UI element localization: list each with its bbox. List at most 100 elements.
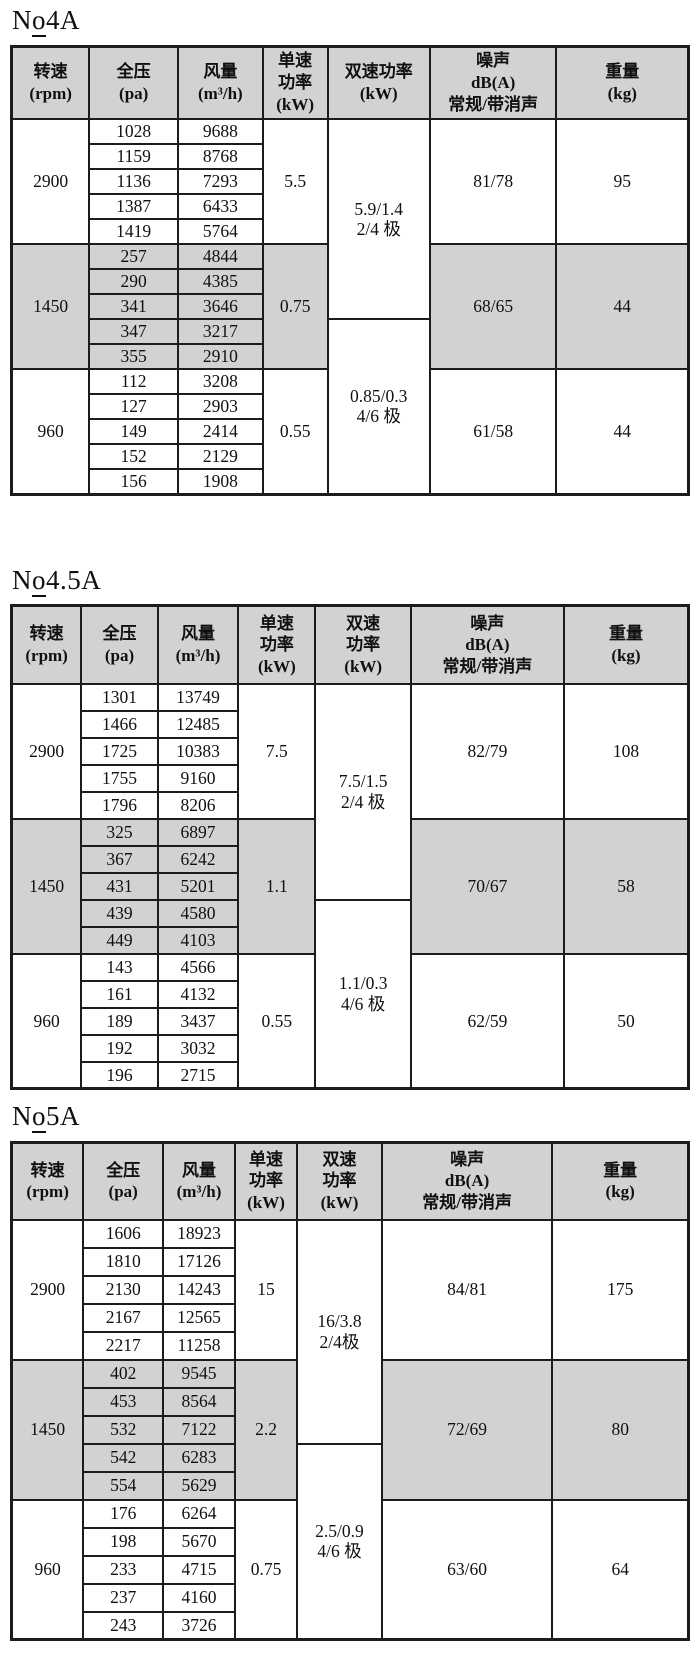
title-prefix: N bbox=[12, 5, 32, 35]
pressure-cell: 431 bbox=[80, 871, 159, 901]
pressure-cell: 439 bbox=[80, 898, 159, 928]
table-row: 1466 12485 bbox=[12, 709, 689, 739]
noise-cell: 62/59 bbox=[409, 952, 565, 1090]
table-row: 2130 14243 bbox=[12, 1274, 689, 1305]
section-no5a: No5A 转速 (rpm) 全压 (pa) 风量 (m³/h) 单速 功率 (kW) 双… bbox=[10, 1101, 690, 1642]
spec-table-no45a: 转速 (rpm) 全压 (pa) 风量 (m³/h) 单速 功率 (kW) 双速 功率 … bbox=[10, 604, 690, 1091]
table-row: 189 3437 bbox=[12, 1006, 689, 1036]
header-row: 转速 (rpm) 全压 (pa) 风量 (m³/h) 单速 功率 (kW) 双速 功率 … bbox=[10, 604, 690, 685]
pressure-cell: 198 bbox=[82, 1526, 165, 1557]
title-no-abbrev: o bbox=[32, 564, 46, 597]
pressure-cell: 149 bbox=[88, 418, 180, 446]
header-cell: 重量 (kg) bbox=[551, 1141, 690, 1221]
header-cell: 单速 功率 (kW) bbox=[233, 1141, 299, 1221]
table-row: 532 7122 bbox=[12, 1414, 689, 1445]
table-row: 1450 402 9545 2.2 72/69 80 bbox=[10, 1358, 690, 1501]
title-model: 5A bbox=[46, 1101, 80, 1132]
pressure-cell: 156 bbox=[88, 468, 180, 496]
title-model: 4.5A bbox=[46, 564, 102, 595]
title-prefix: N bbox=[12, 564, 32, 595]
weight-cell: 58 bbox=[562, 817, 690, 955]
pressure-cell: 402 bbox=[82, 1358, 165, 1389]
table-header: 转速 (rpm) 全压 (pa) 风量 (m³/h) 单速 功率 (kW) 双速功率 (… bbox=[10, 45, 690, 121]
flow-cell: 3032 bbox=[156, 1033, 240, 1063]
pressure-cell: 1466 bbox=[80, 709, 159, 739]
spec-table-no4a: 转速 (rpm) 全压 (pa) 风量 (m³/h) 单速 功率 (kW) 双速功率 (… bbox=[10, 44, 690, 496]
flow-cell: 2715 bbox=[156, 1060, 240, 1090]
section-no4a: No4A 转速 (rpm) 全压 (pa) 风量 (m³/h) 单速 功率 (kW) 双… bbox=[10, 5, 690, 496]
table-row: 156 1908 bbox=[12, 468, 689, 496]
weight-cell: 64 bbox=[551, 1498, 690, 1641]
single-power-cell: 2.2 bbox=[233, 1358, 299, 1501]
flow-cell: 4715 bbox=[162, 1554, 236, 1585]
header-cell: 噪声 dB(A) 常规/带消声 bbox=[409, 604, 565, 685]
pressure-cell: 554 bbox=[82, 1470, 165, 1501]
header-cell: 风量 (m³/h) bbox=[162, 1141, 236, 1221]
title-no-abbrev: o bbox=[32, 1101, 46, 1134]
rpm-cell: 960 bbox=[10, 952, 83, 1090]
table-row: 1419 5764 bbox=[12, 218, 689, 246]
weight-cell: 80 bbox=[551, 1358, 690, 1501]
dual-power-cell: 7.5/1.5 2/4 极 bbox=[314, 682, 412, 901]
spec-table-no5a: 转速 (rpm) 全压 (pa) 风量 (m³/h) 单速 功率 (kW) 双速 功率 … bbox=[10, 1141, 690, 1642]
pressure-cell: 127 bbox=[88, 393, 180, 421]
table-row: 347 3217 0.85/0.3 4/6 极 bbox=[12, 318, 689, 496]
flow-cell: 2129 bbox=[177, 443, 264, 471]
noise-cell: 68/65 bbox=[428, 243, 558, 371]
flow-cell: 9160 bbox=[156, 763, 240, 793]
rpm-cell: 1450 bbox=[10, 243, 91, 371]
flow-cell: 2903 bbox=[177, 393, 264, 421]
flow-cell: 4160 bbox=[162, 1582, 236, 1613]
pressure-cell: 161 bbox=[80, 979, 159, 1009]
table-row: 196 2715 bbox=[12, 1060, 689, 1090]
table-row: 127 2903 bbox=[12, 393, 689, 421]
rpm-cell: 960 bbox=[10, 368, 91, 496]
table-row: 554 5629 bbox=[12, 1470, 689, 1501]
single-power-cell: 1.1 bbox=[237, 817, 317, 955]
table-row: 2900 1301 13749 7.5 7.5/1.5 2/4 极 82/79 108 bbox=[10, 682, 690, 901]
table-body: 2900 1028 9688 5.5 5.9/1.4 2/4 极 81/78 95 1159 8… bbox=[10, 118, 690, 496]
title-model: 4A bbox=[46, 5, 80, 35]
pressure-cell: 367 bbox=[80, 844, 159, 874]
weight-cell: 44 bbox=[555, 243, 690, 371]
table-row: 960 143 4566 0.55 62/59 50 bbox=[10, 952, 690, 1090]
flow-cell: 2414 bbox=[177, 418, 264, 446]
flow-cell: 9688 bbox=[177, 118, 264, 146]
pressure-cell: 449 bbox=[80, 925, 159, 955]
pressure-cell: 1606 bbox=[82, 1218, 165, 1249]
flow-cell: 1908 bbox=[177, 468, 264, 496]
table-title: No5A bbox=[12, 1101, 690, 1134]
pressure-cell: 1387 bbox=[88, 193, 180, 221]
table-row: 290 4385 bbox=[12, 268, 689, 296]
pressure-cell: 1419 bbox=[88, 218, 180, 246]
header-cell: 重量 (kg) bbox=[555, 45, 690, 121]
header-row: 转速 (rpm) 全压 (pa) 风量 (m³/h) 单速 功率 (kW) 双速 功率 … bbox=[10, 1141, 690, 1221]
header-cell: 噪声 dB(A) 常规/带消声 bbox=[428, 45, 558, 121]
single-power-cell: 0.75 bbox=[233, 1498, 299, 1641]
table-row: 960 112 3208 0.55 61/58 44 bbox=[10, 368, 690, 496]
header-cell: 全压 (pa) bbox=[82, 1141, 165, 1221]
dual-power-cell: 2.5/0.9 4/6 极 bbox=[296, 1442, 383, 1641]
single-power-cell: 5.5 bbox=[261, 118, 329, 246]
table-row: 449 4103 bbox=[12, 925, 689, 955]
pressure-cell: 1810 bbox=[82, 1246, 165, 1277]
table-row: 341 3646 bbox=[12, 293, 689, 321]
flow-cell: 4566 bbox=[156, 952, 240, 982]
single-power-cell: 0.75 bbox=[261, 243, 329, 371]
flow-cell: 13749 bbox=[156, 682, 240, 712]
table-row: 542 6283 2.5/0.9 4/6 极 bbox=[12, 1442, 689, 1641]
pressure-cell: 2217 bbox=[82, 1330, 165, 1361]
pressure-cell: 257 bbox=[88, 243, 180, 271]
table-row: 453 8564 bbox=[12, 1386, 689, 1417]
flow-cell: 9545 bbox=[162, 1358, 236, 1389]
table-row: 439 4580 1.1/0.3 4/6 极 bbox=[12, 898, 689, 1090]
flow-cell: 5670 bbox=[162, 1526, 236, 1557]
flow-cell: 8206 bbox=[156, 790, 240, 820]
pressure-cell: 112 bbox=[88, 368, 180, 396]
table-row: 960 176 6264 0.75 63/60 64 bbox=[10, 1498, 690, 1641]
table-row: 367 6242 bbox=[12, 844, 689, 874]
header-cell: 风量 (m³/h) bbox=[156, 604, 240, 685]
flow-cell: 12565 bbox=[162, 1302, 236, 1333]
pressure-cell: 143 bbox=[80, 952, 159, 982]
